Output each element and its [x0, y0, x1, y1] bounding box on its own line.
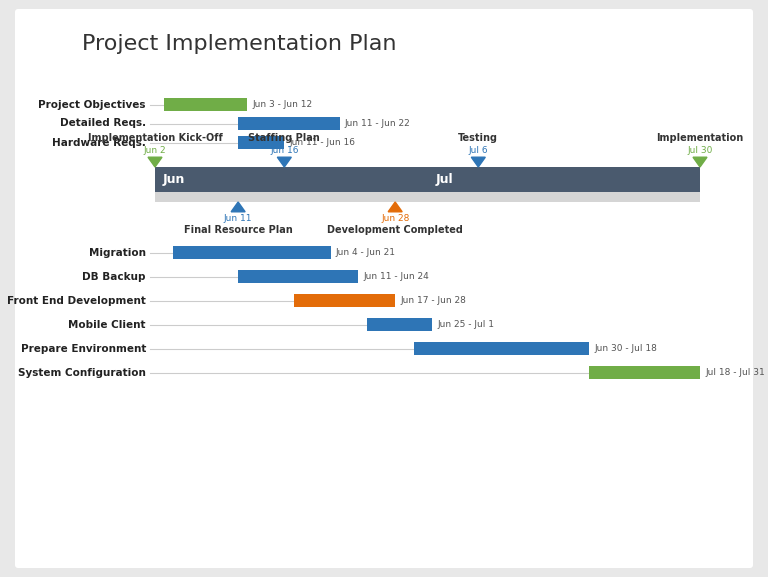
Bar [293, 294, 396, 307]
Polygon shape [231, 202, 245, 212]
Text: Front End Development: Front End Development [7, 295, 146, 305]
Bar [589, 366, 700, 379]
Text: Project Implementation Plan: Project Implementation Plan [82, 34, 396, 54]
Text: Jul 6: Jul 6 [468, 146, 488, 155]
Text: Jul 18 - Jul 31: Jul 18 - Jul 31 [705, 368, 765, 377]
Text: Jul: Jul [436, 173, 454, 186]
Text: Jun 30 - Jul 18: Jun 30 - Jul 18 [594, 344, 657, 353]
Bar [155, 167, 700, 192]
Polygon shape [148, 157, 162, 167]
Text: Jun 11: Jun 11 [224, 214, 253, 223]
Text: DB Backup: DB Backup [82, 272, 146, 282]
Bar [155, 192, 700, 202]
Polygon shape [693, 157, 707, 167]
Text: Jul 30: Jul 30 [687, 146, 713, 155]
Bar [367, 318, 432, 331]
Text: Jun 11 - Jun 22: Jun 11 - Jun 22 [345, 119, 410, 128]
Text: Jun 28: Jun 28 [381, 214, 409, 223]
Polygon shape [472, 157, 485, 167]
Text: Jun 17 - Jun 28: Jun 17 - Jun 28 [400, 296, 466, 305]
Text: Jun 3 - Jun 12: Jun 3 - Jun 12 [253, 100, 313, 109]
Bar [238, 117, 339, 130]
Bar [238, 136, 284, 149]
Bar [164, 98, 247, 111]
Text: Jun: Jun [163, 173, 185, 186]
Polygon shape [388, 202, 402, 212]
Text: Hardware Reqs.: Hardware Reqs. [52, 137, 146, 148]
Text: Prepare Environment: Prepare Environment [21, 343, 146, 354]
Bar [174, 246, 330, 259]
Text: Migration: Migration [89, 248, 146, 257]
Text: Jun 11 - Jun 24: Jun 11 - Jun 24 [363, 272, 429, 281]
FancyBboxPatch shape [15, 9, 753, 568]
Text: Staffing Plan: Staffing Plan [248, 133, 320, 143]
Text: Project Objectives: Project Objectives [38, 99, 146, 110]
Text: Mobile Client: Mobile Client [68, 320, 146, 329]
Polygon shape [277, 157, 291, 167]
Text: System Configuration: System Configuration [18, 368, 146, 377]
Bar [238, 270, 358, 283]
Text: Development Completed: Development Completed [327, 225, 463, 235]
Text: Testing: Testing [458, 133, 498, 143]
Text: Jun 11 - Jun 16: Jun 11 - Jun 16 [290, 138, 356, 147]
Text: Jun 4 - Jun 21: Jun 4 - Jun 21 [336, 248, 396, 257]
Text: Jun 2: Jun 2 [144, 146, 167, 155]
Text: Final Resource Plan: Final Resource Plan [184, 225, 293, 235]
Text: Jun 16: Jun 16 [270, 146, 299, 155]
Text: Implementation Kick-Off: Implementation Kick-Off [88, 133, 223, 143]
Text: Detailed Reqs.: Detailed Reqs. [60, 118, 146, 129]
Bar [414, 342, 589, 355]
Text: Implementation: Implementation [657, 133, 743, 143]
Text: Jun 25 - Jul 1: Jun 25 - Jul 1 [437, 320, 494, 329]
